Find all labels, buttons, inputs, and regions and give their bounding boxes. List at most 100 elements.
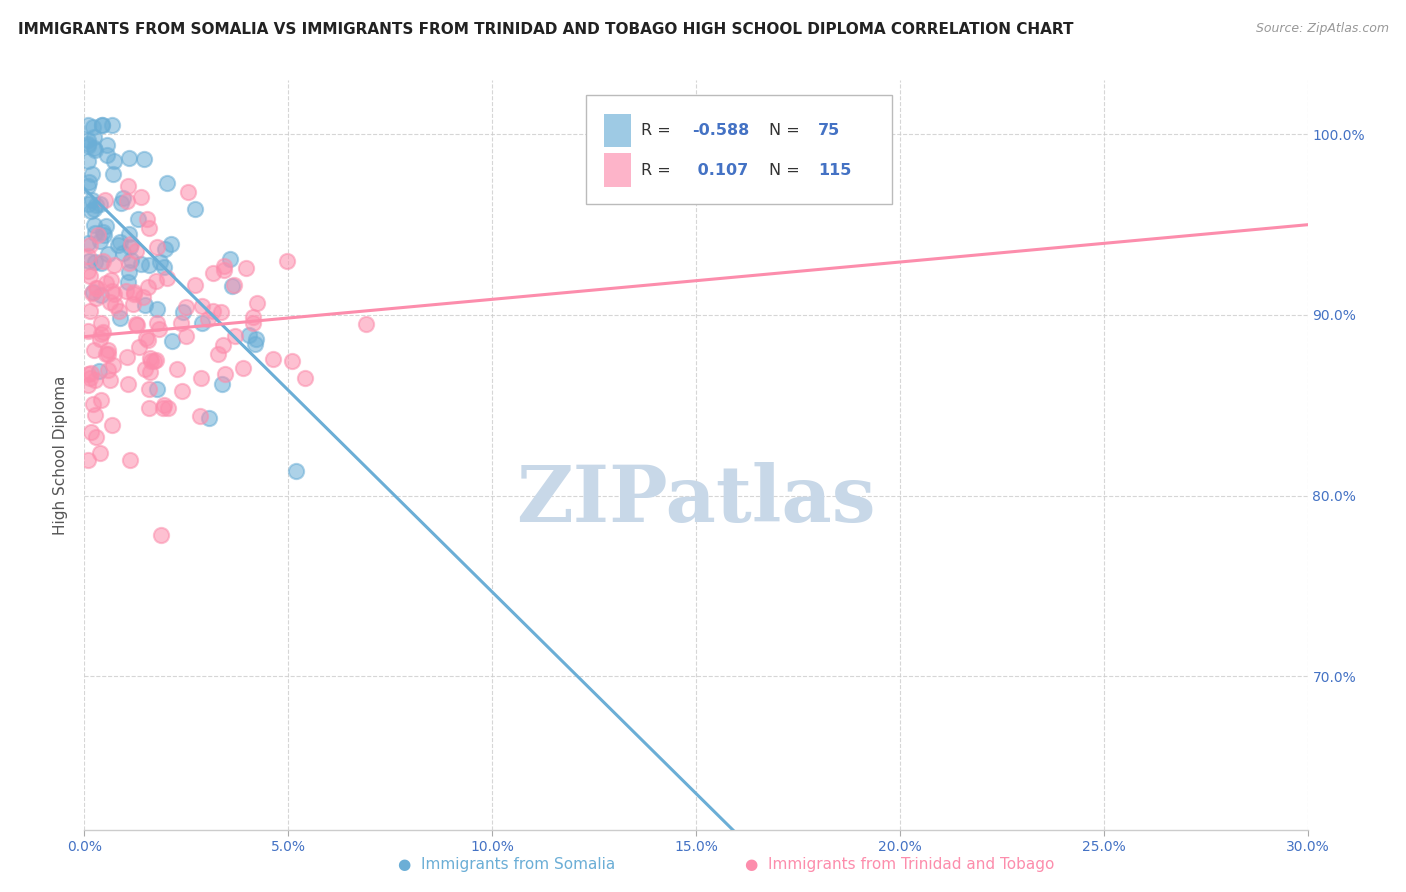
Point xyxy=(120,252,142,267)
Point xyxy=(79,303,101,318)
Text: ●  Immigrants from Somalia: ● Immigrants from Somalia xyxy=(398,857,614,872)
Point xyxy=(110,235,132,250)
Point xyxy=(90,256,112,270)
Point xyxy=(94,347,117,361)
Point xyxy=(183,202,205,216)
Point xyxy=(79,176,101,190)
Text: R =: R = xyxy=(641,123,676,138)
Point xyxy=(201,304,224,318)
Point xyxy=(91,325,114,339)
Point xyxy=(117,179,139,194)
FancyBboxPatch shape xyxy=(586,95,891,204)
Point xyxy=(79,367,101,381)
Text: -0.588: -0.588 xyxy=(692,123,749,138)
Point xyxy=(79,238,101,252)
Point xyxy=(77,249,100,263)
Point xyxy=(97,247,120,261)
Point xyxy=(125,318,148,332)
Point xyxy=(77,253,100,268)
Point xyxy=(214,259,236,273)
Point xyxy=(86,228,108,243)
Point xyxy=(101,358,124,372)
Point xyxy=(152,398,174,412)
Point xyxy=(89,196,111,211)
Text: 75: 75 xyxy=(818,123,841,138)
Point xyxy=(281,354,304,368)
Point xyxy=(155,242,177,256)
Point xyxy=(212,338,235,352)
Point xyxy=(212,263,235,277)
Point xyxy=(246,296,269,310)
Point xyxy=(97,343,120,358)
Text: Source: ZipAtlas.com: Source: ZipAtlas.com xyxy=(1256,22,1389,36)
Point xyxy=(138,382,160,396)
Text: N =: N = xyxy=(769,123,806,138)
Point xyxy=(221,279,243,293)
Point xyxy=(134,152,156,166)
Point xyxy=(77,367,100,381)
Point xyxy=(84,198,107,212)
Point xyxy=(242,316,264,330)
Point xyxy=(262,351,284,366)
Point xyxy=(174,328,197,343)
Point xyxy=(91,225,114,239)
Point xyxy=(101,167,124,181)
Point xyxy=(122,297,145,311)
Point xyxy=(276,254,298,268)
Point xyxy=(139,365,162,379)
Point xyxy=(190,371,212,385)
Point xyxy=(122,285,145,299)
Point xyxy=(197,312,219,326)
Point xyxy=(94,219,117,234)
Point xyxy=(103,287,125,301)
Point xyxy=(77,324,100,338)
Point xyxy=(201,266,224,280)
Point xyxy=(160,334,183,348)
Point xyxy=(152,260,174,275)
Point xyxy=(79,371,101,385)
Point xyxy=(222,278,245,293)
Point xyxy=(77,119,100,133)
Point xyxy=(218,252,240,266)
Point xyxy=(112,191,135,205)
Point xyxy=(90,316,112,330)
Point xyxy=(138,258,160,272)
Point xyxy=(156,176,179,190)
Point xyxy=(111,246,134,260)
Point xyxy=(89,446,111,460)
Point xyxy=(84,292,107,306)
Point xyxy=(136,212,159,227)
Point xyxy=(152,401,174,415)
Point xyxy=(83,218,105,232)
Text: 115: 115 xyxy=(818,162,852,178)
Point xyxy=(198,410,221,425)
Point xyxy=(77,264,100,278)
Point xyxy=(103,258,125,272)
Point xyxy=(107,304,129,318)
Point xyxy=(84,226,107,240)
Point xyxy=(238,328,260,343)
Point xyxy=(96,137,118,152)
Point xyxy=(142,354,165,368)
Point xyxy=(77,378,100,392)
Point xyxy=(107,238,129,252)
Point xyxy=(146,240,169,254)
Point xyxy=(115,194,138,208)
Point xyxy=(242,310,264,325)
Point xyxy=(91,119,114,133)
Point xyxy=(190,300,212,314)
Point xyxy=(89,234,111,248)
Point xyxy=(77,452,100,467)
Point xyxy=(174,300,197,314)
Point xyxy=(131,190,153,204)
Point xyxy=(84,144,107,158)
Point xyxy=(157,401,180,415)
Point xyxy=(136,334,159,348)
Point xyxy=(122,286,145,301)
Point xyxy=(139,354,162,368)
Point xyxy=(134,362,156,376)
Point xyxy=(146,382,169,396)
Point xyxy=(145,274,167,288)
Point xyxy=(103,153,125,168)
Point xyxy=(98,372,121,386)
